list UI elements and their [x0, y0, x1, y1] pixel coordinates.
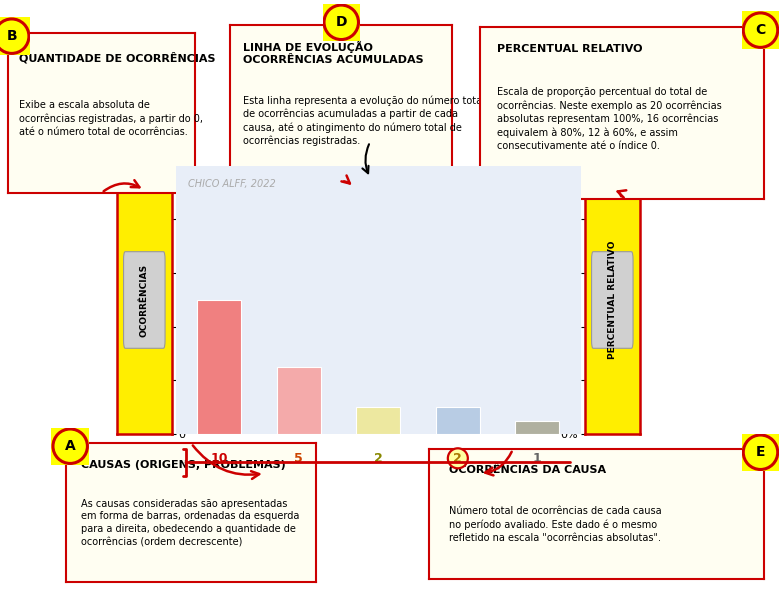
Text: As causas consideradas são apresentadas
em forma de barras, ordenadas da esquerd: As causas consideradas são apresentadas …: [81, 499, 300, 547]
Text: A: A: [65, 439, 76, 453]
Text: QUANTIDADE DE OCORRÊNCIAS: QUANTIDADE DE OCORRÊNCIAS: [19, 52, 215, 64]
Text: D: D: [335, 15, 347, 30]
Text: Esta linha representa a evolução do número total
de ocorrências acumuladas a par: Esta linha representa a evolução do núme…: [243, 95, 485, 147]
Text: 5: 5: [294, 452, 303, 465]
Text: LINHA DE EVOLUÇÃO
OCORRÊNCIAS ACUMULADAS: LINHA DE EVOLUÇÃO OCORRÊNCIAS ACUMULADAS: [243, 41, 424, 65]
Bar: [436, 408, 480, 434]
Text: CAUSAS (ORIGENS, PROBLEMAS): CAUSAS (ORIGENS, PROBLEMAS): [81, 460, 286, 470]
FancyBboxPatch shape: [123, 251, 165, 349]
Text: 2: 2: [374, 452, 383, 465]
Bar: [516, 421, 559, 434]
Text: 2: 2: [453, 452, 463, 465]
Text: OCORRÊNCIAS: OCORRÊNCIAS: [140, 264, 149, 336]
Text: 1: 1: [533, 452, 542, 465]
Bar: [356, 408, 400, 434]
Text: Escala de proporção percentual do total de
ocorrências. Neste exemplo as 20 ocor: Escala de proporção percentual do total …: [497, 87, 722, 151]
Text: Número total de ocorrências de cada causa
no período avaliado. Este dado é o mes: Número total de ocorrências de cada caus…: [449, 507, 661, 543]
Text: B: B: [6, 29, 17, 43]
Text: PERCENTUAL RELATIVO: PERCENTUAL RELATIVO: [608, 241, 617, 359]
Text: C: C: [755, 23, 766, 37]
Bar: [277, 367, 321, 434]
Text: OCORRÊNCIAS DA CAUSA: OCORRÊNCIAS DA CAUSA: [449, 465, 606, 475]
Text: E: E: [756, 445, 765, 459]
FancyBboxPatch shape: [591, 251, 633, 349]
Text: PERCENTUAL RELATIVO: PERCENTUAL RELATIVO: [497, 45, 642, 54]
Text: Exibe a escala absoluta de
ocorrências registradas, a partir do 0,
até o número : Exibe a escala absoluta de ocorrências r…: [19, 100, 203, 136]
Text: 10: 10: [211, 452, 228, 465]
Bar: [197, 300, 241, 434]
Text: CHICO ALFF, 2022: CHICO ALFF, 2022: [188, 179, 275, 189]
